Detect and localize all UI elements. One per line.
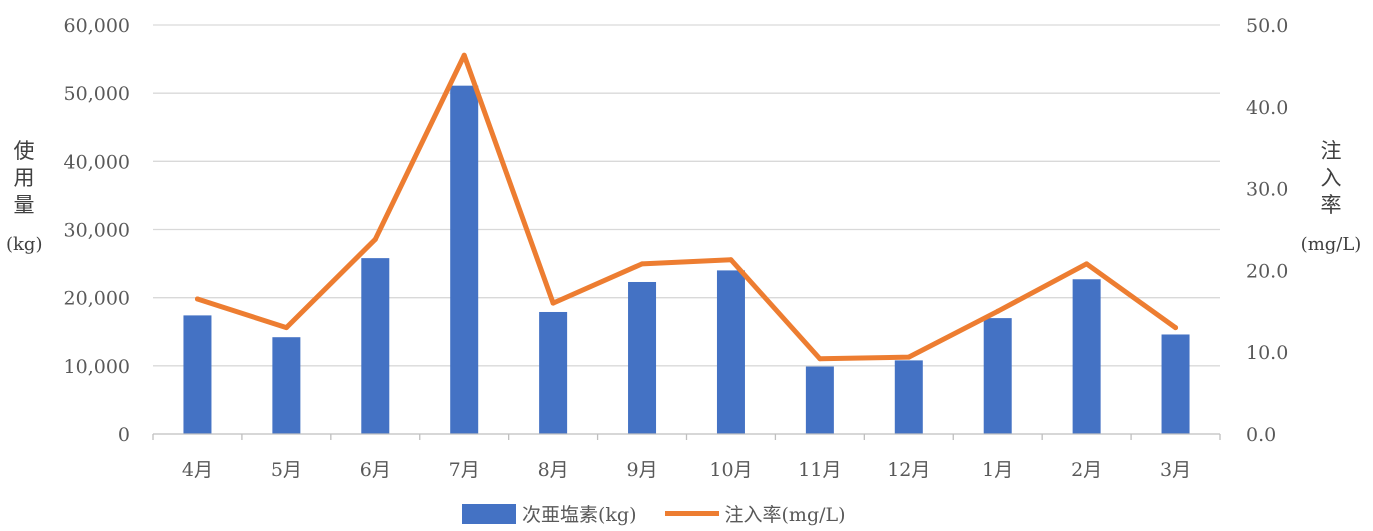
y-left-tick-label: 50,000: [64, 83, 130, 105]
left-axis-char: 使: [13, 139, 35, 163]
legend-line-label: 注入率(mg/L): [724, 504, 846, 526]
line-point: [194, 296, 200, 302]
line-point: [372, 236, 378, 242]
axes: 0 10,000 20,000 30,000 40,000 50,000 60,000 0.0…: [64, 15, 1289, 481]
gridlines: [153, 24, 1220, 367]
y-left-tick-label: 0: [118, 424, 130, 446]
right-axis-unit: (mg/L): [1300, 234, 1362, 255]
left-axis-char: 用: [13, 166, 35, 190]
bar: [450, 85, 479, 434]
y-right-tick-label: 40.0: [1246, 97, 1288, 119]
left-axis-unit: (kg): [6, 234, 43, 255]
y-right-tick-label: 0.0: [1246, 424, 1276, 446]
line-point: [817, 356, 823, 362]
line-point: [461, 52, 467, 58]
bar: [894, 360, 923, 434]
right-axis-label: 注 入 率 (mg/L): [1289, 138, 1373, 258]
x-tick-label: 3月: [1160, 459, 1191, 481]
line-point: [1084, 261, 1090, 267]
legend-bar-swatch: [462, 503, 516, 524]
right-axis-char: 注: [1320, 139, 1342, 163]
line-series: [194, 52, 1179, 362]
y-right-tick-label: 50.0: [1246, 15, 1288, 37]
line-point: [995, 308, 1001, 314]
right-axis-char: 入: [1320, 166, 1342, 190]
x-tick-label: 5月: [271, 459, 302, 481]
line-point: [1173, 325, 1179, 331]
left-axis-label: 使 用 量 (kg): [6, 138, 42, 258]
bar: [805, 366, 834, 434]
x-tick-label: 11月: [798, 459, 841, 481]
y-left-tick-label: 30,000: [64, 220, 130, 242]
line-point: [728, 257, 734, 263]
x-tick-label: 2月: [1071, 459, 1102, 481]
y-left-tick-label: 60,000: [64, 15, 130, 37]
bar: [539, 311, 568, 434]
bar: [628, 281, 657, 434]
bar: [361, 258, 390, 434]
legend-bar-label: 次亜塩素(kg): [522, 504, 637, 526]
y-right-tick-label: 10.0: [1246, 342, 1288, 364]
y-right-tick-label: 30.0: [1246, 179, 1288, 201]
x-tick-label: 6月: [360, 459, 391, 481]
x-tick-label: 9月: [626, 459, 657, 481]
x-tick-label: 8月: [538, 459, 569, 481]
left-axis-char: 量: [13, 193, 35, 217]
bar: [716, 270, 745, 434]
x-tick-label: 12月: [887, 459, 930, 481]
legend-line-swatch: [664, 511, 719, 516]
line-path: [194, 52, 1179, 362]
bar: [272, 337, 301, 434]
bar: [1161, 334, 1190, 434]
line-point: [906, 354, 912, 360]
y-left-tick-label: 40,000: [64, 151, 130, 173]
x-tick-label: 7月: [449, 459, 480, 481]
bar: [183, 315, 212, 434]
bar: [983, 318, 1012, 434]
right-axis-char: 率: [1320, 193, 1342, 217]
line-point: [639, 261, 645, 267]
y-left-tick-label: 10,000: [64, 356, 130, 378]
x-tick-label: 1月: [982, 459, 1013, 481]
y-left-tick-label: 20,000: [64, 288, 130, 310]
x-tick-label: 4月: [182, 459, 213, 481]
bar: [1072, 279, 1101, 434]
legend: 次亜塩素(kg) 注入率(mg/L): [462, 500, 846, 527]
y-right-tick-label: 20.0: [1246, 260, 1288, 282]
x-tick-label: 10月: [709, 459, 752, 481]
line-point: [550, 300, 556, 306]
bar-series: [183, 85, 1190, 434]
line-point: [283, 325, 289, 331]
